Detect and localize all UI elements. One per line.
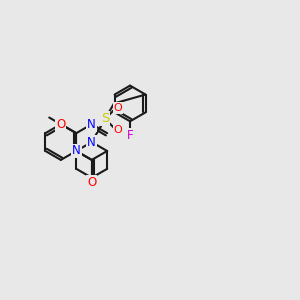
Text: O: O (114, 125, 122, 135)
Text: O: O (56, 118, 65, 131)
Text: N: N (87, 136, 96, 148)
Text: O: O (87, 176, 96, 189)
Text: O: O (114, 103, 122, 113)
Text: F: F (127, 129, 134, 142)
Text: N: N (72, 145, 81, 158)
Text: S: S (101, 112, 109, 125)
Text: N: N (87, 118, 96, 131)
